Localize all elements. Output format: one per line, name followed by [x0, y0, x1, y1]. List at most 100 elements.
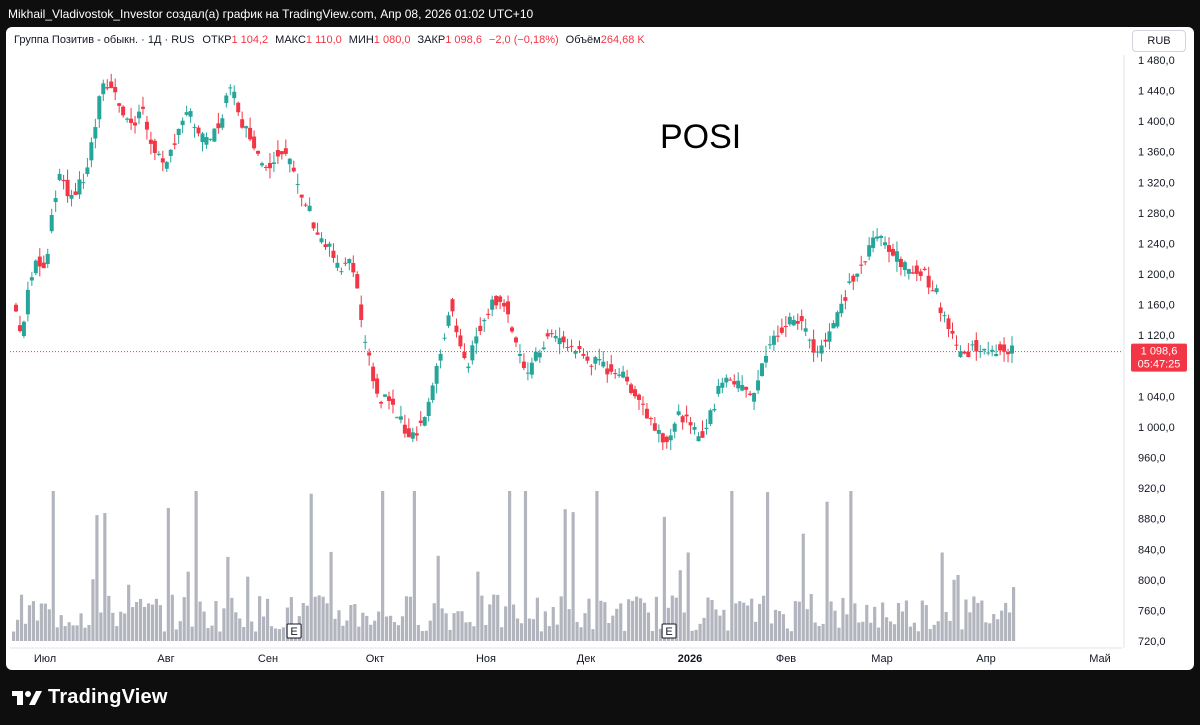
candle-body	[601, 361, 606, 367]
candle-body	[402, 424, 407, 434]
candle-body	[267, 163, 272, 169]
volume-bar	[686, 552, 690, 641]
volume-bar	[357, 626, 361, 641]
volume-bar	[769, 623, 774, 641]
volume-bar	[373, 620, 377, 641]
volume-bar	[968, 612, 972, 641]
volume-bar	[1008, 612, 1012, 641]
volume-bar	[619, 603, 623, 641]
candle-body	[89, 142, 94, 161]
volume-bar	[535, 597, 539, 641]
candle-body	[33, 260, 38, 274]
volume-bar	[87, 624, 91, 641]
volume-bar	[91, 579, 95, 641]
tradingview-logo[interactable]: TradingView	[12, 686, 168, 709]
volume-bar	[773, 609, 778, 641]
volume-bar	[385, 616, 389, 641]
volume-bar	[464, 622, 468, 641]
volume-bar	[678, 570, 682, 641]
candle-body	[168, 149, 173, 156]
volume-bar	[1012, 587, 1016, 641]
candle-body	[224, 95, 229, 104]
candle-body	[775, 335, 780, 337]
candle-body	[533, 351, 538, 361]
brand-name: TradingView	[48, 686, 168, 708]
change-value: −2,0 (−0,18%)	[488, 34, 559, 46]
volume-bar	[210, 625, 214, 641]
candle-body	[680, 416, 685, 423]
last-price-badge-countdown: 05:47:25	[1138, 359, 1181, 371]
volume-bar	[527, 618, 532, 641]
candle-body	[688, 422, 693, 426]
volume-bar	[388, 615, 393, 641]
volume-bar	[238, 618, 242, 641]
volume-bar	[492, 594, 496, 641]
candle-body	[573, 351, 578, 354]
volume-bar	[345, 620, 349, 641]
candle-body	[950, 330, 955, 334]
candle-body	[390, 398, 395, 405]
candle-body	[176, 128, 181, 136]
volume-bar	[916, 631, 920, 641]
candle-body	[577, 346, 582, 350]
time-tick-label: Мар	[871, 653, 893, 665]
instrument-legend: Группа Позитив - обыкн. · 1Д · RUS ОТКР …	[14, 34, 652, 46]
candle-body	[434, 365, 439, 384]
volume-bar	[214, 601, 218, 641]
volume-bar	[19, 594, 24, 641]
volume-bar	[587, 598, 591, 641]
volume-bar	[365, 615, 369, 641]
candle-body	[69, 195, 74, 199]
volume-bar	[595, 491, 599, 641]
candle-body	[529, 362, 534, 375]
volume-bar	[869, 622, 873, 641]
volume-bar	[162, 631, 166, 641]
candle-body	[291, 167, 296, 172]
volume-bar	[567, 609, 571, 641]
volume-bar	[107, 595, 111, 641]
volume-bar	[762, 595, 766, 641]
volume-bar	[638, 598, 643, 641]
candle-body	[863, 261, 868, 263]
candle-body	[875, 236, 880, 239]
volume-bar	[944, 612, 948, 641]
candle-body	[232, 91, 237, 99]
volume-bar	[873, 606, 877, 641]
candle-body	[363, 341, 368, 343]
volume-bar	[599, 600, 603, 641]
candle-body	[883, 242, 888, 246]
volume-label: Объём	[565, 34, 601, 46]
volume-bar	[730, 491, 734, 641]
volume-bar	[480, 595, 484, 641]
candle-body	[633, 389, 638, 397]
candle-body	[450, 299, 455, 312]
candle-body	[319, 238, 324, 243]
candle-body	[986, 352, 991, 354]
volume-bar	[222, 608, 226, 641]
volume-bar	[472, 626, 476, 641]
volume-bar	[127, 584, 131, 641]
candle-body	[756, 380, 761, 391]
candle-body	[553, 335, 558, 339]
volume-bar	[837, 627, 841, 641]
candle-body	[93, 127, 98, 139]
candle-body	[847, 281, 852, 283]
volume-bar	[99, 612, 103, 641]
volume-bar	[726, 630, 730, 641]
candle-body	[117, 103, 122, 106]
candle-body	[1010, 345, 1015, 354]
candle-body	[851, 275, 856, 282]
candle-body	[410, 432, 415, 439]
volume-bar	[857, 622, 861, 641]
candle-body	[192, 126, 197, 128]
candle-body	[140, 106, 145, 109]
candle-body	[752, 392, 757, 402]
volume-bar	[178, 621, 182, 641]
volume-bar	[698, 623, 702, 641]
volume-bar	[809, 594, 813, 641]
candle-body	[260, 163, 265, 166]
candle-body	[589, 365, 594, 367]
volume-bar	[928, 629, 932, 641]
currency-button[interactable]: RUB	[1132, 30, 1186, 52]
